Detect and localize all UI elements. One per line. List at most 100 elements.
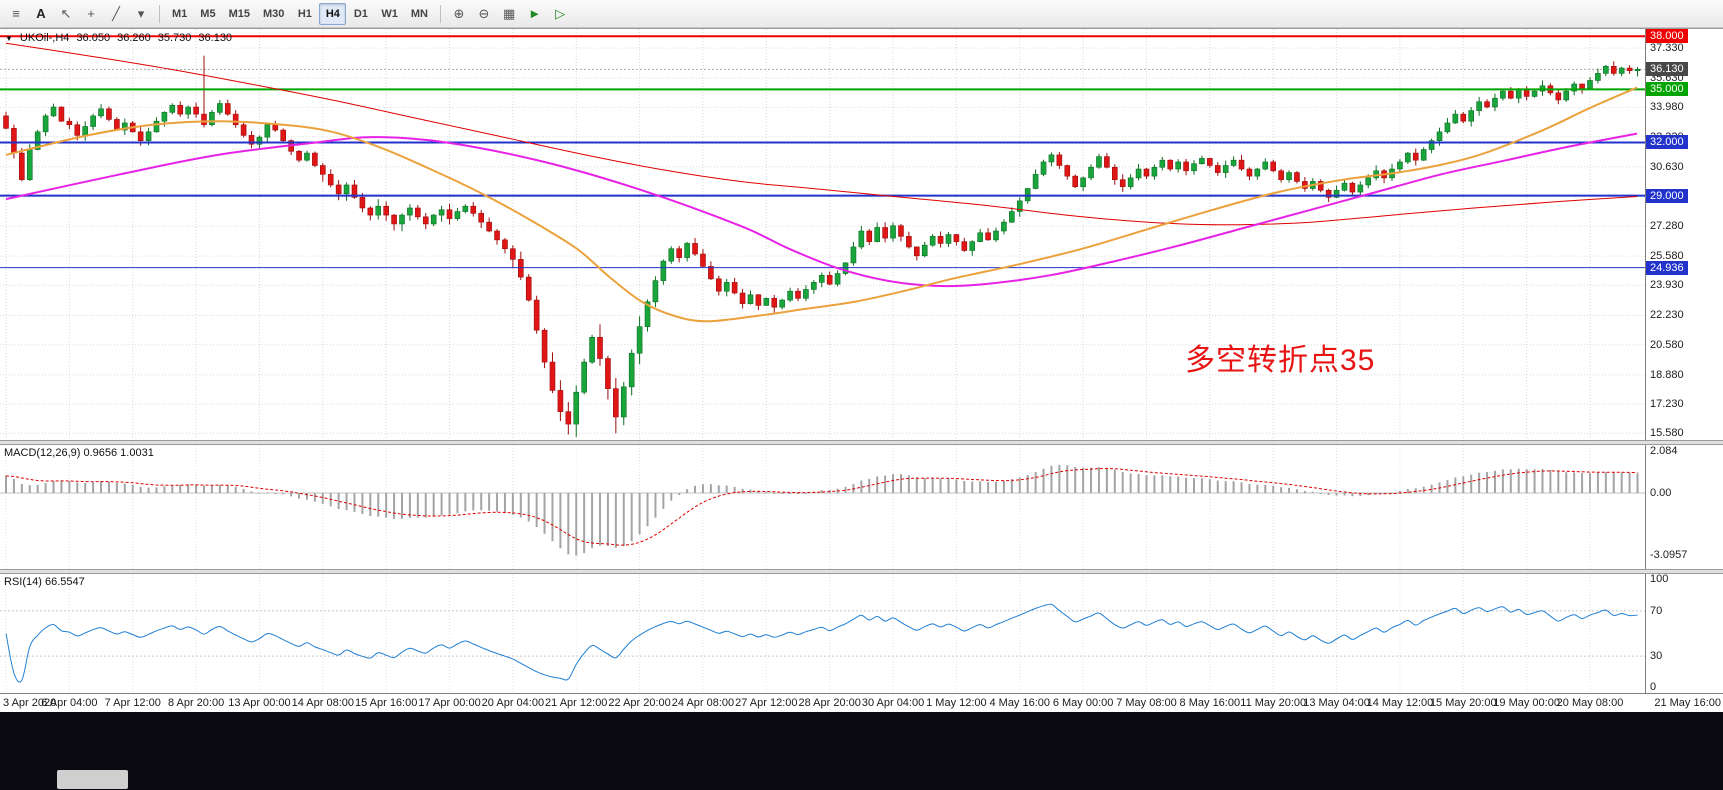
timeframe-d1[interactable]: D1 [353, 7, 368, 20]
price-tick: 18.880 [1650, 368, 1684, 381]
chart-shift-icon[interactable]: ▷ [555, 5, 566, 21]
text-tool[interactable]: A [36, 6, 46, 21]
time-tick: 22 Apr 20:00 [608, 697, 671, 709]
timeframe-mn[interactable]: MN [410, 7, 428, 20]
tile-windows-icon[interactable]: ▦ [502, 5, 516, 21]
time-tick: 19 May 00:00 [1493, 697, 1560, 709]
time-tick: 30 Apr 04:00 [861, 697, 925, 709]
price-axis[interactable]: 37.33035.63033.98032.33030.63028.93027.2… [1645, 29, 1723, 440]
time-tick: 21 May 16:00 [1654, 697, 1721, 709]
time-tick: 14 Apr 08:00 [291, 697, 354, 709]
time-tick: 21 Apr 12:00 [545, 697, 608, 709]
toolbar: ≡ A ↖ + ╱ ▾ M1 M5 M15 M30 H1 H4 D1 W1 MN ⊕ ⊖ ▦ ► ▷ [0, 0, 1723, 28]
rsi-panel[interactable]: RSI(14) 66.5547 100 70 30 0 [0, 573, 1723, 693]
time-tick: 7 May 08:00 [1116, 697, 1177, 709]
time-tick: 27 Apr 12:00 [735, 697, 798, 709]
time-tick: 28 Apr 20:00 [798, 697, 861, 709]
time-tick: 17 Apr 00:00 [418, 697, 481, 709]
rsi-plot[interactable]: RSI(14) 66.5547 [0, 574, 1645, 693]
toolbar-right-group: ⊕ ⊖ ▦ ► ▷ [447, 3, 572, 25]
price-tick: 25.580 [1650, 250, 1684, 263]
price-tick: 23.930 [1650, 279, 1684, 292]
price-chart-panel[interactable]: ▼ UKOil-,H4 36.050 36.260 35.730 36.130 … [0, 28, 1723, 440]
rsi-tick: 0 [1650, 681, 1657, 693]
taskbar-item[interactable] [57, 770, 128, 789]
timeframe-group: M1 M5 M15 M30 H1 H4 D1 W1 MN [166, 2, 434, 25]
time-tick: 20 Apr 04:00 [481, 697, 545, 709]
time-tick: 20 May 08:00 [1556, 697, 1624, 709]
ohlc-high: 36.260 [117, 32, 151, 44]
draw-tool-icon[interactable]: ╱ [112, 5, 120, 21]
time-tick: 6 May 00:00 [1052, 697, 1114, 709]
current-price-badge: 36.130 [1646, 62, 1688, 77]
charts-menu-icon[interactable]: ≡ [12, 6, 20, 21]
rsi-tick: 30 [1650, 650, 1663, 663]
level-badge-29.000: 29.000 [1646, 188, 1688, 203]
toolbar-separator [439, 4, 441, 23]
candlestick-plot[interactable]: ▼ UKOil-,H4 36.050 36.260 35.730 36.130 … [0, 29, 1645, 440]
timeframe-m30[interactable]: M30 [262, 7, 285, 20]
zoom-in-icon[interactable]: ⊕ [453, 5, 465, 21]
time-tick: 13 Apr 00:00 [228, 697, 291, 709]
macd-tick: 0.00 [1650, 487, 1672, 499]
level-badge-24.936: 24.936 [1646, 260, 1688, 275]
timeframe-w1[interactable]: W1 [381, 7, 398, 20]
chart-ohlc-header: ▼ UKOil-,H4 36.050 36.260 35.730 36.130 [5, 32, 232, 44]
price-tick: 15.580 [1650, 427, 1684, 440]
timeframe-m15[interactable]: M15 [228, 7, 250, 20]
ohlc-open: 36.050 [76, 32, 111, 44]
rsi-tick: 70 [1650, 604, 1663, 617]
rsi-tick: 100 [1650, 573, 1669, 585]
rsi-axis[interactable]: 100 70 30 0 [1645, 573, 1723, 693]
price-tick: 33.980 [1650, 101, 1684, 114]
rsi-value: 66.5547 [44, 576, 85, 588]
macd-axis[interactable]: 2.084 0.00 -3.0957 [1645, 445, 1723, 569]
symbol-dropdown-icon[interactable]: ▼ [5, 33, 13, 43]
time-tick: 15 Apr 16:00 [354, 697, 418, 709]
cursor-tool-icon[interactable]: ↖ [60, 5, 72, 21]
price-tick: 37.330 [1650, 42, 1684, 55]
panel-splitter-2[interactable] [0, 569, 1723, 574]
time-tick: 13 May 04:00 [1303, 697, 1370, 709]
draw-dropdown-icon[interactable]: ▾ [137, 5, 145, 21]
macd-panel[interactable]: MACD(12,26,9) 0.9656 1.0031 2.084 0.00 -3.… [0, 445, 1723, 569]
rsi-name: RSI(14) [4, 576, 42, 588]
symbol-label: UKOil-,H4 [19, 32, 70, 44]
price-tick: 27.280 [1650, 220, 1684, 233]
macd-values: 0.9656 1.0031 [83, 447, 154, 459]
time-axis[interactable]: 3 Apr 2020 6 Apr 04:00 7 Apr 12:00 8 Apr 20… [0, 693, 1723, 712]
time-tick: 7 Apr 12:00 [104, 697, 161, 709]
time-tick: 8 Apr 20:00 [167, 697, 225, 709]
level-badge-38.000: 38.000 [1646, 29, 1688, 44]
level-badge-35.000: 35.000 [1646, 82, 1688, 97]
macd-tick: -3.0957 [1650, 548, 1688, 561]
crosshair-tool-icon[interactable]: + [87, 6, 95, 21]
panel-splitter[interactable] [0, 440, 1723, 445]
ohlc-close: 36.130 [198, 32, 233, 44]
time-tick: 15 May 20:00 [1429, 697, 1497, 709]
toolbar-tools-group: ≡ A ↖ + ╱ ▾ [4, 3, 153, 25]
rsi-indicator-label: RSI(14) 66.5547 [4, 576, 85, 588]
level-badge-32.000: 32.000 [1646, 135, 1688, 150]
macd-name: MACD(12,26,9) [4, 447, 81, 459]
price-tick: 20.580 [1650, 338, 1684, 351]
time-tick: 3 Apr 2020 [3, 697, 57, 709]
zoom-out-icon[interactable]: ⊖ [478, 5, 490, 21]
timeframe-h4[interactable]: H4 [319, 2, 347, 25]
macd-plot[interactable]: MACD(12,26,9) 0.9656 1.0031 [0, 445, 1645, 569]
time-tick: 8 May 16:00 [1179, 697, 1241, 709]
timeframe-m1[interactable]: M1 [172, 7, 188, 20]
price-tick: 22.230 [1650, 309, 1684, 322]
price-tick: 17.230 [1650, 398, 1684, 411]
timeframe-h1[interactable]: H1 [297, 7, 312, 20]
auto-scroll-icon[interactable]: ► [528, 6, 542, 21]
timeframe-m5[interactable]: M5 [200, 7, 216, 20]
taskbar [0, 712, 1723, 790]
time-tick: 1 May 12:00 [926, 697, 987, 709]
time-tick: 14 May 12:00 [1366, 697, 1434, 709]
time-tick: 11 May 20:00 [1240, 697, 1307, 709]
chart-annotation-text: 多空转折点35 [1185, 344, 1376, 377]
time-tick: 6 Apr 04:00 [41, 697, 98, 709]
macd-tick: 2.084 [1650, 445, 1678, 458]
